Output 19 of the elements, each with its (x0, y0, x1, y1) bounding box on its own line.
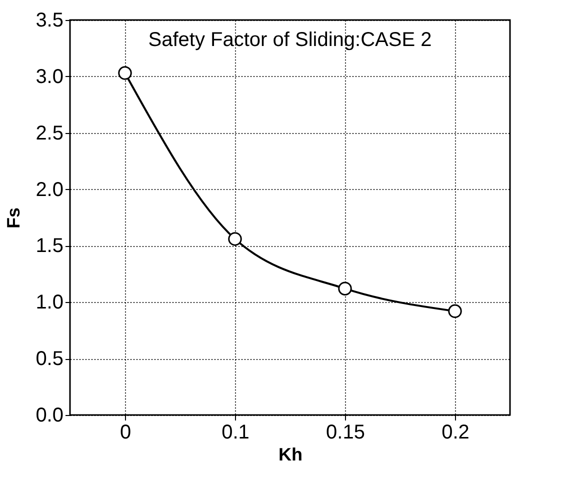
point (118, 66, 132, 80)
x-tick-label: 0.1 (222, 422, 250, 444)
y-tick-label: 0.5 (36, 348, 64, 370)
point (448, 304, 462, 318)
y-tick-label: 1.5 (36, 235, 64, 258)
chart-title: Safety Factor of Sliding:CASE 2 (148, 29, 432, 51)
y-tick-label: 0.0 (36, 404, 64, 426)
point (228, 232, 242, 246)
y-tick-label: 1.0 (36, 292, 64, 314)
y-tick-label: 2.5 (36, 122, 64, 144)
y-tick-label: 2.0 (36, 178, 64, 201)
y-tick-label: 3.5 (36, 10, 64, 32)
x-tick-label: 0 (120, 422, 132, 444)
x-tick-label: 0.2 (442, 422, 470, 444)
y-axis-title: Fs (4, 207, 24, 229)
y-tick-label: 3.0 (36, 66, 64, 88)
point (338, 282, 352, 296)
x-axis-title: Kh (278, 444, 302, 464)
x-tick-label: 0.15 (326, 422, 365, 444)
